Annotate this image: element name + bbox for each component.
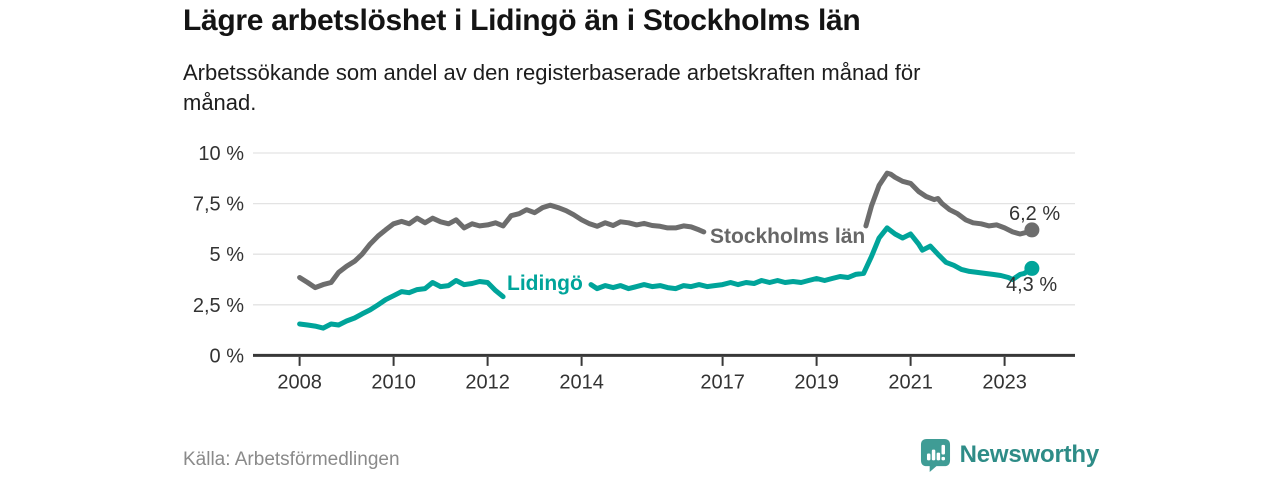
series-end-label-stockholms-l-n: 6,2 %	[1009, 203, 1060, 225]
x-tick-label: 2008	[277, 371, 322, 393]
x-tick-label: 2019	[794, 371, 839, 393]
newsworthy-logo: Newsworthy	[920, 438, 1099, 472]
x-tick-label: 2021	[888, 371, 933, 393]
x-tick-label: 2023	[982, 371, 1027, 393]
chart-subtitle: Arbetssökande som andel av den registerb…	[183, 60, 921, 115]
series-line-stockholms-l-n	[863, 170, 1035, 237]
source-note: Källa: Arbetsförmedlingen	[183, 449, 400, 470]
newsworthy-wordmark: Newsworthy	[959, 441, 1100, 468]
series-line-liding	[588, 225, 1035, 292]
chart-title: Lägre arbetslöshet i Lidingö än i Stockh…	[183, 4, 861, 37]
y-tick-label: 5 %	[210, 244, 245, 266]
y-tick-label: 7,5 %	[193, 194, 244, 216]
series-end-dot-stockholms-l-n	[1024, 222, 1040, 238]
speech-bubble-bar-chart-icon	[920, 439, 950, 472]
series-line-liding	[297, 278, 506, 331]
series-end-label-liding: 4,3 %	[1006, 274, 1057, 296]
x-tick-label: 2014	[559, 371, 604, 393]
y-tick-label: 2,5 %	[193, 295, 244, 317]
x-tick-label: 2010	[371, 371, 416, 393]
series-end-dot-liding	[1024, 260, 1040, 276]
y-tick-label: 0 %	[210, 345, 245, 367]
x-tick-label: 2017	[700, 371, 745, 393]
x-tick-label: 2012	[465, 371, 510, 393]
series-inline-label-stockholms-l-n: Stockholms län	[710, 225, 865, 248]
y-tick-label: 10 %	[198, 143, 244, 165]
series-inline-label-liding: Lidingö	[507, 272, 583, 295]
series-line-stockholms-l-n	[297, 202, 707, 291]
